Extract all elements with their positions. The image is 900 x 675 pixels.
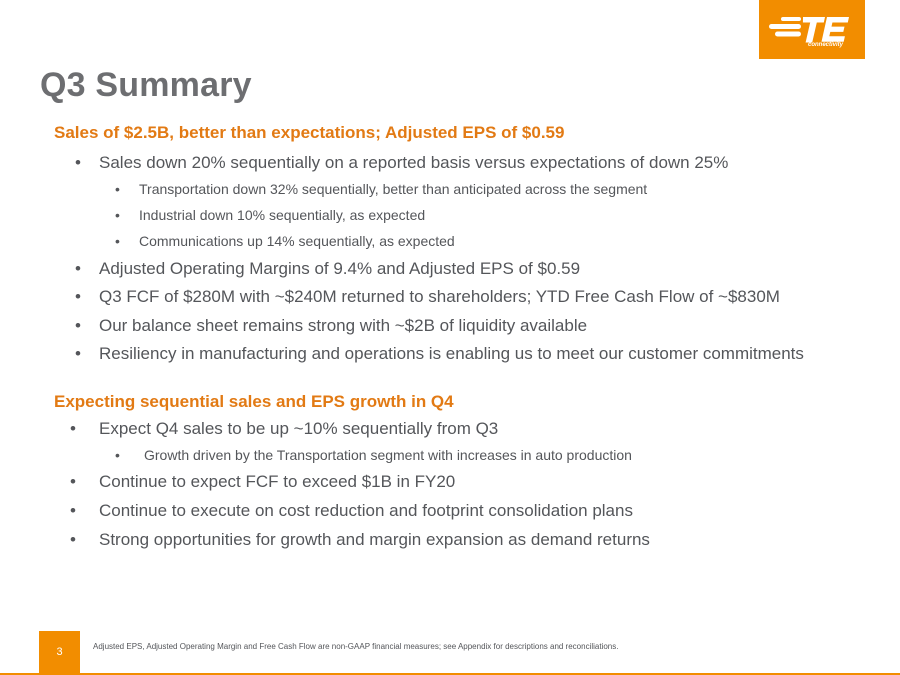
- te-connectivity-logo: connectivity: [759, 0, 865, 59]
- bullet-marker: •: [115, 181, 120, 197]
- bullet-text: Resiliency in manufacturing and operatio…: [99, 344, 804, 363]
- bullet-marker: •: [70, 419, 76, 438]
- footnote: Adjusted EPS, Adjusted Operating Margin …: [93, 642, 619, 651]
- bullet-marker: •: [115, 447, 120, 463]
- bullet-text: Expect Q4 sales to be up ~10% sequential…: [99, 419, 499, 438]
- bullet-marker: •: [75, 344, 81, 363]
- svg-text:connectivity: connectivity: [808, 42, 844, 48]
- bullet-text: Continue to expect FCF to exceed $1B in …: [99, 472, 456, 491]
- section-heading-q3-results: Sales of $2.5B, better than expectations…: [54, 123, 565, 142]
- footer-divider: [0, 673, 900, 675]
- bullet-text: Adjusted Operating Margins of 9.4% and A…: [99, 259, 581, 278]
- bullet-marker: •: [70, 472, 76, 491]
- section-heading-q4-outlook: Expecting sequential sales and EPS growt…: [54, 392, 454, 411]
- bullet-text: Communications up 14% sequentially, as e…: [139, 233, 455, 249]
- bullet-marker: •: [75, 259, 81, 278]
- bullet-marker: •: [115, 233, 120, 249]
- bullet-text: Our balance sheet remains strong with ~$…: [99, 316, 588, 335]
- bullet-text: Industrial down 10% sequentially, as exp…: [139, 207, 426, 223]
- page-number: 3: [39, 631, 80, 673]
- bullet-marker: •: [75, 153, 81, 172]
- bullet-text: Transportation down 32% sequentially, be…: [139, 181, 648, 197]
- bullet-marker: •: [75, 316, 81, 335]
- page-title: Q3 Summary: [40, 66, 252, 104]
- bullet-text: Growth driven by the Transportation segm…: [144, 447, 632, 463]
- bullet-text: Continue to execute on cost reduction an…: [99, 501, 633, 520]
- te-logo-icon: connectivity: [769, 17, 849, 48]
- bullet-text: Strong opportunities for growth and marg…: [99, 530, 650, 549]
- bullet-marker: •: [70, 501, 76, 520]
- bullet-marker: •: [115, 207, 120, 223]
- bullet-marker: •: [70, 530, 76, 549]
- bullet-text: Q3 FCF of $280M with ~$240M returned to …: [99, 287, 780, 306]
- bullet-marker: •: [75, 287, 81, 306]
- bullet-text: Sales down 20% sequentially on a reporte…: [99, 153, 729, 172]
